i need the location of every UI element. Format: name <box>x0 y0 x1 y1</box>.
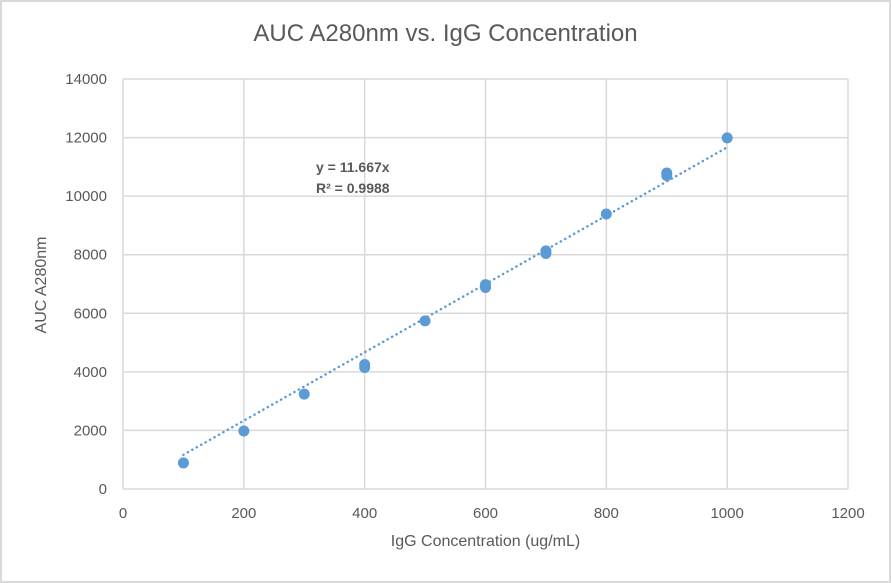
x-tick-label: 200 <box>231 505 256 522</box>
x-tick-label: 800 <box>594 505 619 522</box>
y-tick-label: 14000 <box>65 71 107 88</box>
y-tick-label: 10000 <box>65 188 107 205</box>
trendline-equation: y = 11.667x <box>316 159 390 175</box>
data-point <box>721 132 733 144</box>
data-point <box>238 425 250 437</box>
trendline <box>182 146 729 457</box>
x-tick-label: 600 <box>473 505 498 522</box>
trendline-path <box>182 146 729 457</box>
x-tick-label: 1000 <box>710 505 743 522</box>
data-points <box>177 132 733 469</box>
data-point <box>600 208 612 220</box>
y-tick-label: 8000 <box>74 247 107 264</box>
x-tick-label: 0 <box>119 505 127 522</box>
data-point <box>359 359 371 371</box>
data-point <box>661 167 673 179</box>
y-tick-label: 2000 <box>74 422 107 439</box>
data-point <box>177 457 189 469</box>
y-tick-label: 6000 <box>74 305 107 322</box>
data-point <box>480 279 491 291</box>
data-point <box>540 245 552 257</box>
x-axis-ticks: 0 200 400 600 800 1000 1200 <box>119 505 865 522</box>
y-tick-label: 4000 <box>74 364 107 381</box>
x-tick-label: 1200 <box>831 505 864 522</box>
y-axis-ticks: 0 2000 4000 6000 8000 10000 12000 14000 <box>65 71 107 498</box>
trendline-r-squared: R² = 0.9988 <box>316 180 390 196</box>
chart-title: AUC A280nm vs. IgG Concentration <box>253 20 638 47</box>
y-tick-label: 0 <box>99 481 107 498</box>
x-tick-label: 400 <box>352 505 377 522</box>
data-point <box>298 388 310 400</box>
data-point <box>419 315 431 327</box>
x-axis-label: IgG Concentration (ug/mL) <box>390 533 581 550</box>
y-tick-label: 12000 <box>65 130 107 147</box>
